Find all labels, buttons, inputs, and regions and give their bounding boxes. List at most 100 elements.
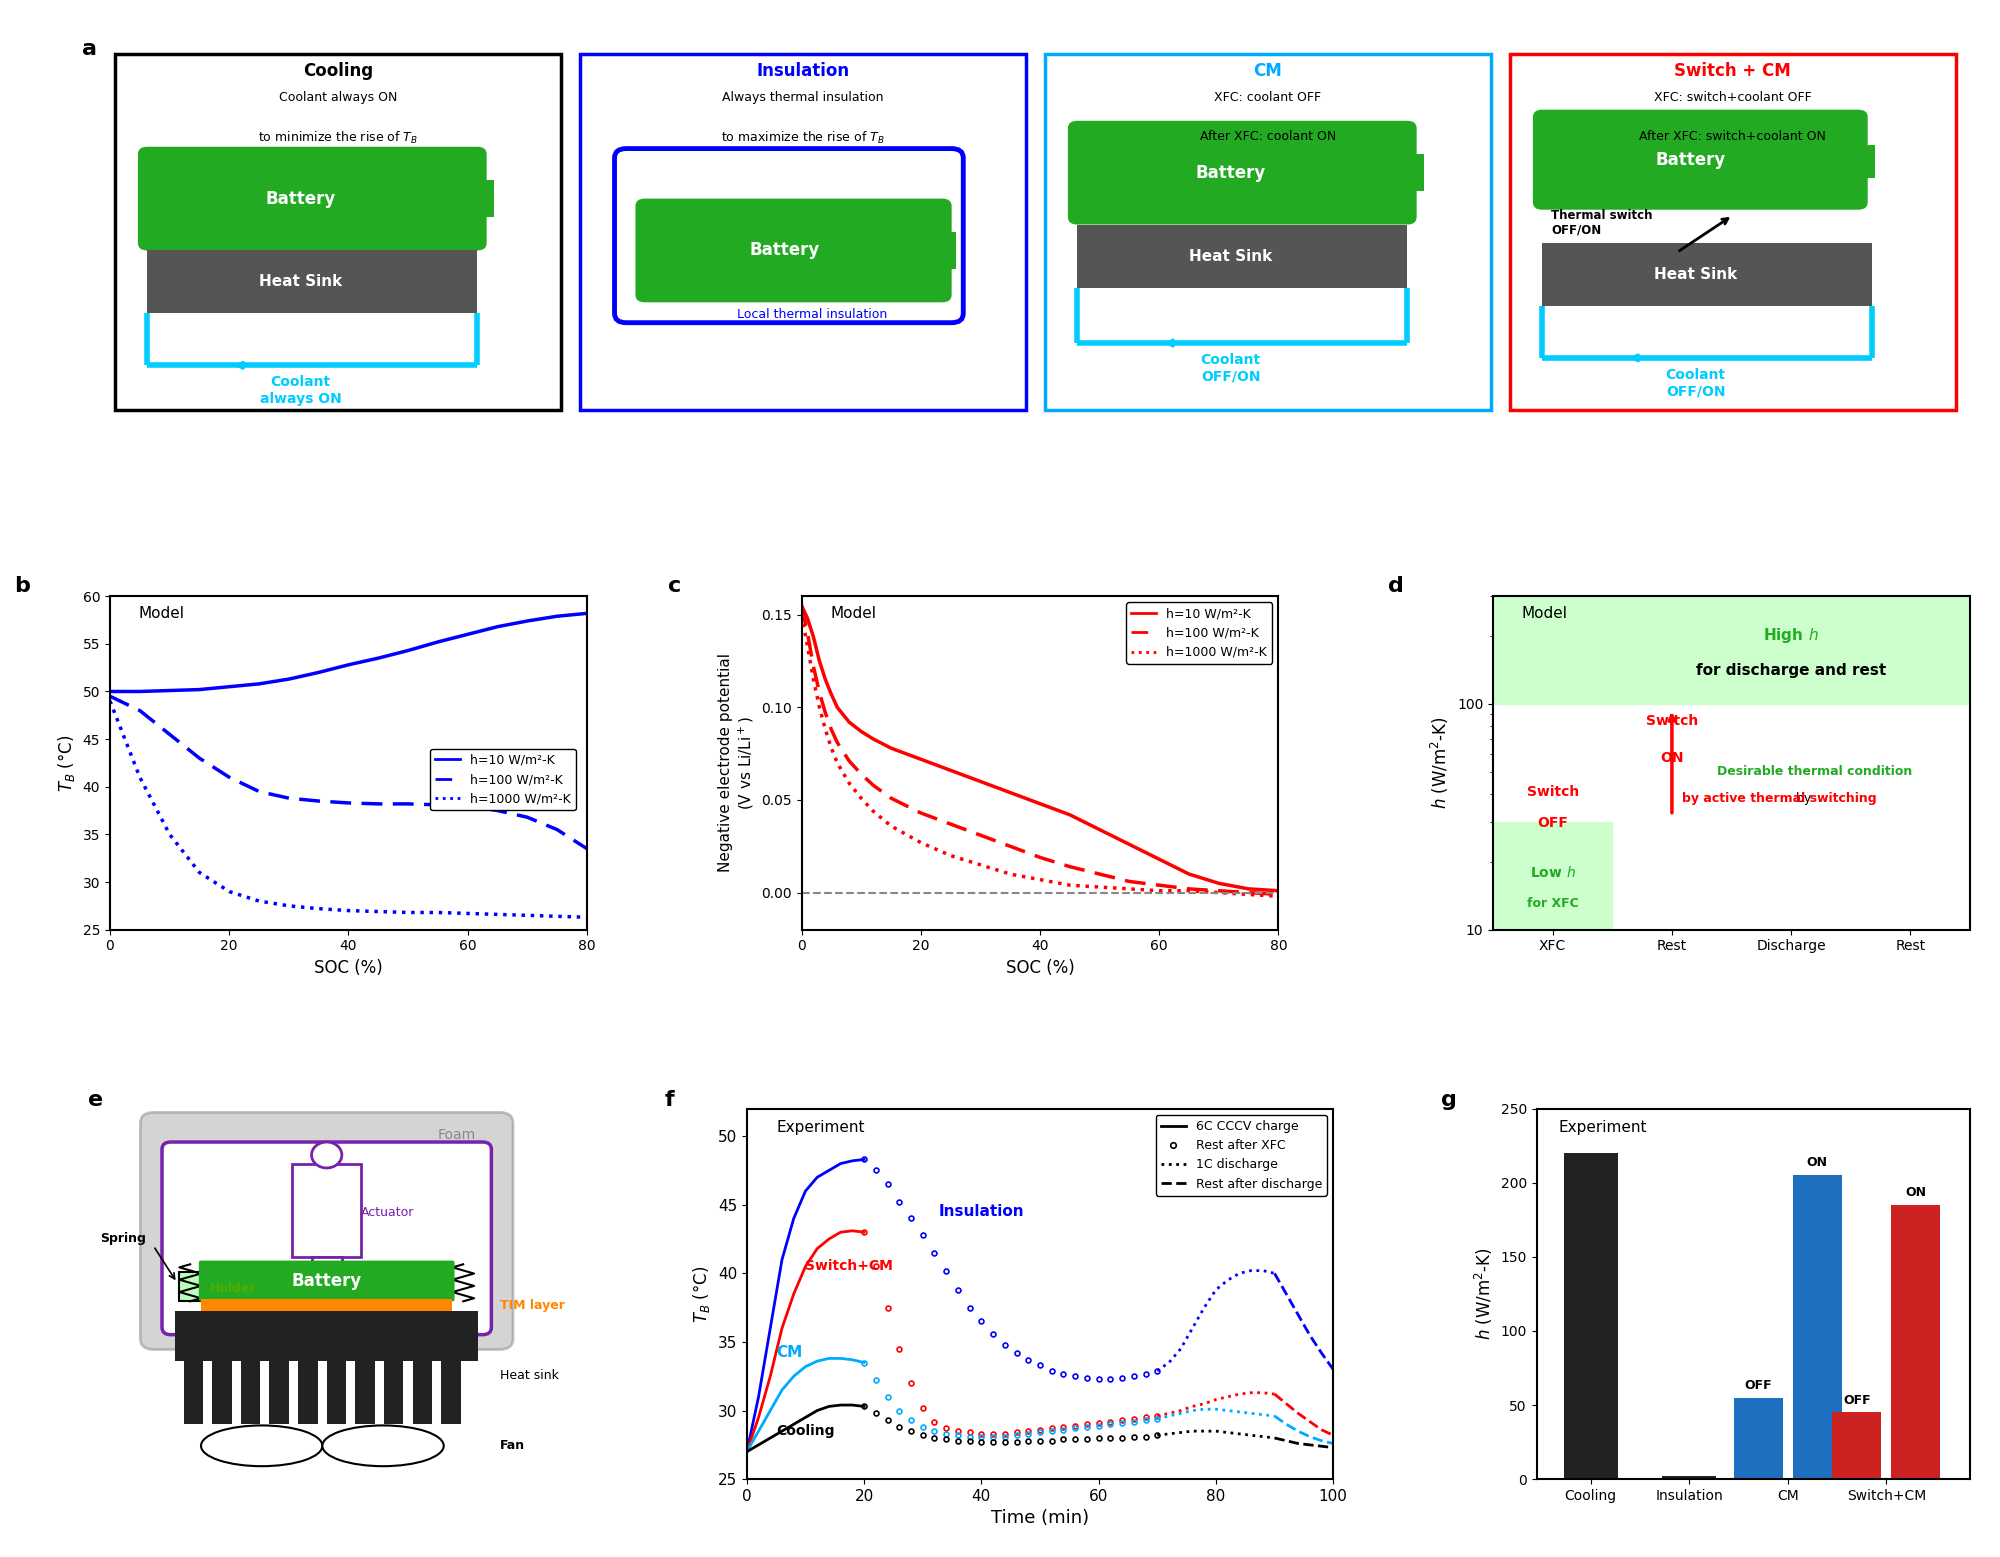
Bar: [468, 181, 494, 216]
Text: g: g: [1442, 1090, 1458, 1110]
Bar: [384, 1359, 404, 1423]
Text: After XFC: coolant ON: After XFC: coolant ON: [1200, 131, 1336, 143]
FancyBboxPatch shape: [614, 148, 964, 322]
Bar: [176, 1311, 478, 1361]
Bar: [212, 1359, 232, 1423]
Y-axis label: $T_B$ (°C): $T_B$ (°C): [56, 735, 78, 791]
Text: Heat Sink: Heat Sink: [260, 274, 342, 290]
Text: Cooling: Cooling: [776, 1425, 834, 1439]
Text: XFC: switch+coolant OFF: XFC: switch+coolant OFF: [1654, 92, 1812, 104]
Text: Switch: Switch: [1646, 715, 1698, 729]
FancyBboxPatch shape: [636, 199, 952, 302]
Bar: [184, 1359, 204, 1423]
Text: Spring: Spring: [100, 1232, 146, 1246]
Text: Local thermal insulation: Local thermal insulation: [738, 308, 888, 321]
Text: Battery: Battery: [292, 1272, 362, 1289]
FancyBboxPatch shape: [138, 146, 486, 251]
Bar: [356, 1359, 374, 1423]
Bar: [240, 1359, 260, 1423]
Bar: [1734, 1398, 1782, 1479]
Text: Switch + CM: Switch + CM: [1674, 62, 1792, 79]
Legend: h=10 W/m²-K, h=100 W/m²-K, h=1000 W/m²-K: h=10 W/m²-K, h=100 W/m²-K, h=1000 W/m²-K: [430, 749, 576, 810]
Legend: h=10 W/m²-K, h=100 W/m²-K, h=1000 W/m²-K: h=10 W/m²-K, h=100 W/m²-K, h=1000 W/m²-K: [1126, 603, 1272, 663]
Text: f: f: [664, 1090, 674, 1110]
Text: ON: ON: [1660, 750, 1684, 764]
Text: Model: Model: [138, 606, 184, 621]
Bar: [312, 1256, 342, 1275]
Text: Insulation: Insulation: [756, 62, 850, 79]
Bar: [148, 251, 478, 313]
Bar: [442, 1359, 460, 1423]
Text: for XFC: for XFC: [1526, 897, 1578, 911]
Text: Battery: Battery: [1656, 151, 1726, 168]
Text: to maximize the rise of $T_B$: to maximize the rise of $T_B$: [722, 131, 884, 146]
Bar: [1078, 224, 1408, 288]
Text: CM: CM: [1254, 62, 1282, 79]
Text: c: c: [668, 576, 682, 596]
Text: Cooling: Cooling: [302, 62, 372, 79]
Bar: [292, 1165, 362, 1256]
Bar: [202, 1300, 452, 1311]
Text: Coolant: Coolant: [270, 375, 330, 389]
Text: Coolant: Coolant: [1666, 367, 1726, 381]
Text: a: a: [82, 39, 98, 59]
Bar: [180, 1272, 202, 1302]
Text: d: d: [1388, 576, 1404, 596]
Text: Insulation: Insulation: [938, 1204, 1024, 1219]
Bar: [326, 1359, 346, 1423]
Bar: [412, 1359, 432, 1423]
Bar: [1892, 1205, 1940, 1479]
Text: Switch+CM: Switch+CM: [806, 1260, 894, 1274]
Text: Actuator: Actuator: [362, 1207, 414, 1219]
Text: by active thermal switching: by active thermal switching: [1682, 793, 1876, 805]
Text: OFF/ON: OFF/ON: [1552, 224, 1602, 237]
Text: Coolant always ON: Coolant always ON: [278, 92, 398, 104]
Y-axis label: $T_B$ (°C): $T_B$ (°C): [692, 1266, 712, 1322]
Text: always ON: always ON: [260, 392, 342, 406]
Text: Battery: Battery: [266, 190, 336, 207]
Text: Battery: Battery: [1196, 163, 1266, 182]
Text: OFF: OFF: [1744, 1378, 1772, 1392]
Text: XFC: coolant OFF: XFC: coolant OFF: [1214, 92, 1322, 104]
Bar: [1044, 54, 1492, 409]
Text: OFF: OFF: [1842, 1394, 1870, 1406]
Ellipse shape: [202, 1426, 322, 1467]
Text: Foam: Foam: [438, 1127, 476, 1141]
Bar: [1832, 1412, 1882, 1479]
Y-axis label: $h$ (W/m$^2$-K): $h$ (W/m$^2$-K): [1472, 1247, 1494, 1341]
Text: b: b: [14, 576, 30, 596]
Text: High $h$: High $h$: [1764, 626, 1820, 646]
Text: ON: ON: [1906, 1186, 1926, 1199]
Text: Heat Sink: Heat Sink: [1654, 268, 1738, 282]
Bar: [580, 54, 1026, 409]
Bar: [114, 54, 562, 409]
Bar: [934, 232, 956, 269]
Text: OFF/ON: OFF/ON: [1666, 385, 1726, 399]
Y-axis label: Negative electrode potential
(V vs Li/Li$^+$): Negative electrode potential (V vs Li/Li…: [718, 654, 756, 872]
Bar: [1398, 154, 1424, 192]
Text: Heat Sink: Heat Sink: [1190, 249, 1272, 263]
Bar: [270, 1359, 288, 1423]
X-axis label: SOC (%): SOC (%): [314, 959, 382, 976]
FancyBboxPatch shape: [1532, 109, 1868, 210]
Y-axis label: $h$ (W/m$^2$-K): $h$ (W/m$^2$-K): [1430, 716, 1452, 810]
Legend: 6C CCCV charge, Rest after XFC, 1C discharge, Rest after discharge: 6C CCCV charge, Rest after XFC, 1C disch…: [1156, 1115, 1326, 1196]
Circle shape: [312, 1141, 342, 1168]
Bar: [1850, 145, 1874, 177]
Text: After XFC: switch+coolant ON: After XFC: switch+coolant ON: [1640, 131, 1826, 143]
X-axis label: SOC (%): SOC (%): [1006, 959, 1074, 976]
Text: Always thermal insulation: Always thermal insulation: [722, 92, 884, 104]
Text: Experiment: Experiment: [776, 1119, 864, 1135]
Bar: [1564, 1154, 1618, 1479]
Text: Fan: Fan: [500, 1439, 526, 1453]
Text: by: by: [1796, 793, 1814, 805]
Text: CM: CM: [776, 1345, 802, 1361]
Text: e: e: [88, 1090, 104, 1110]
FancyBboxPatch shape: [140, 1112, 514, 1350]
Text: ON: ON: [1806, 1157, 1828, 1169]
FancyBboxPatch shape: [198, 1261, 454, 1302]
FancyBboxPatch shape: [1068, 121, 1416, 224]
X-axis label: Time (min): Time (min): [990, 1509, 1090, 1527]
Bar: [1662, 1476, 1716, 1479]
Text: Low $h$: Low $h$: [1530, 864, 1576, 880]
